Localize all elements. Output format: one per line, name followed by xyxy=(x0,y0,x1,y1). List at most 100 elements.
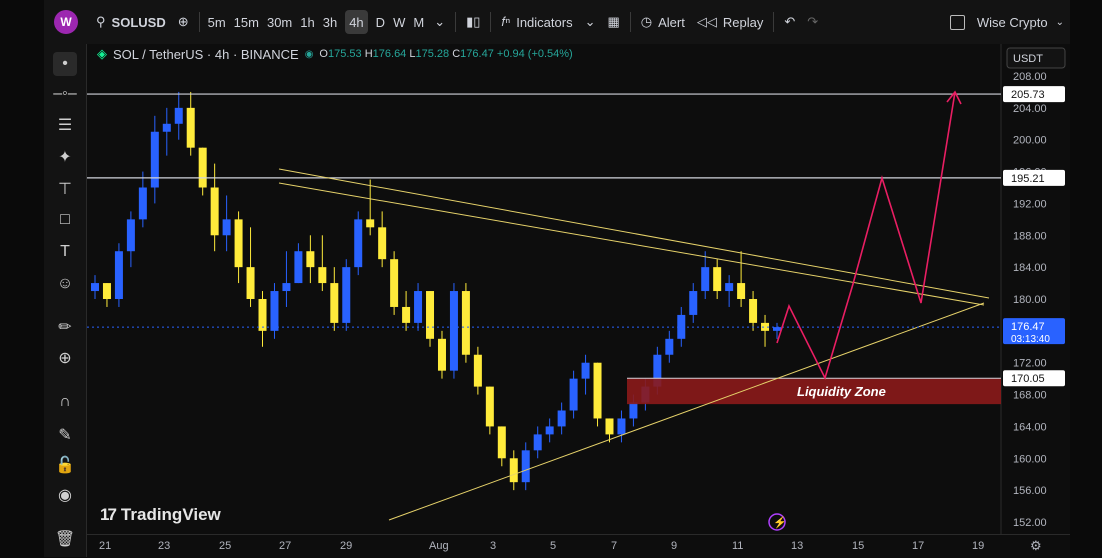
replay-button[interactable]: ◁◁ Replay xyxy=(691,0,769,44)
time-tick-label: 21 xyxy=(99,540,112,552)
interval-30m[interactable]: 30m xyxy=(266,14,293,30)
price-tick-label: 160.00 xyxy=(1013,453,1047,465)
interval-3h[interactable]: 3h xyxy=(322,14,338,30)
time-tick-label: 11 xyxy=(732,540,744,552)
toolbar-divider xyxy=(490,12,492,32)
candle-body xyxy=(366,219,375,228)
indicators-button[interactable]: 𝑓ⁿ Indicators xyxy=(495,0,578,44)
current-price-tag xyxy=(1003,318,1065,345)
level-price-tag xyxy=(1003,169,1065,186)
candle-body xyxy=(677,314,686,339)
lightning-glyph: ⚡ xyxy=(773,516,787,529)
brand-label: TradingView xyxy=(120,505,221,524)
alert-button[interactable]: ◷ Alert xyxy=(635,0,691,44)
settings-gear-icon[interactable]: ⚙ xyxy=(1030,538,1042,553)
zoom-in-icon[interactable]: ⊕ xyxy=(58,350,72,367)
candle-body xyxy=(330,283,339,323)
price-tick-label: 188.00 xyxy=(1013,230,1047,242)
account-menu[interactable]: Wise Crypto ⌄ xyxy=(971,0,1070,44)
lock-icon[interactable]: 🔓 xyxy=(55,457,75,474)
trend-line-icon[interactable]: –◦– xyxy=(53,85,77,102)
time-tick-label: 13 xyxy=(791,540,804,552)
chart-legend: ◈ SOL / TetherUS · 4h · BINANCE ◉ O175.5… xyxy=(97,46,573,62)
templates-dropdown-icon[interactable]: ⌄ xyxy=(584,14,596,29)
shape-rectangle-icon[interactable]: □ xyxy=(60,211,70,228)
layout-checkbox-icon[interactable] xyxy=(944,0,971,44)
candle-body xyxy=(437,338,446,371)
chart-type-icon[interactable]: ▮▯ xyxy=(466,14,481,29)
candle-body xyxy=(701,267,710,292)
candle-body xyxy=(581,362,590,379)
ohlc-low-label: L xyxy=(409,48,416,60)
candle-body xyxy=(473,354,482,387)
fib-retracement-icon[interactable]: ☰ xyxy=(57,117,73,134)
toolbar-divider xyxy=(629,12,631,32)
ohlc-open: 175.53 xyxy=(327,48,362,60)
time-tick-label: 25 xyxy=(219,540,232,552)
time-axis[interactable]: 21 23 25 27 29 Aug 3 5 7 9 11 13 15 17 19 ⚙ xyxy=(87,534,1070,558)
eye-icon[interactable]: ◉ xyxy=(58,487,72,504)
candle-body xyxy=(402,306,411,323)
price-chart[interactable]: USDT 152.00 156.00 160.00 164.00 168.00 172.00… xyxy=(87,44,1070,534)
candle-body xyxy=(449,291,458,371)
interval-w[interactable]: W xyxy=(393,14,406,30)
countdown-label: 03:13:40 xyxy=(1011,334,1050,345)
interval-dropdown-icon[interactable]: ⌄ xyxy=(434,14,446,29)
layout-grid-icon[interactable]: ▦ xyxy=(607,14,620,29)
drawing-toolbar: • –◦– ☰ ✦ ⊤ □ T ☺ ✏ ⊕ ∩ ✎ 🔓 ◉ 🗑 xyxy=(44,44,87,557)
currency-button xyxy=(1006,47,1066,69)
upper-trendline-inner xyxy=(278,182,985,306)
candle-body xyxy=(773,327,781,331)
magnet-icon[interactable]: ∩ xyxy=(59,393,71,410)
interval-5m[interactable]: 5m xyxy=(207,14,226,30)
price-tick-label: 180.00 xyxy=(1013,294,1047,306)
time-tick-label: 7 xyxy=(611,540,618,552)
text-tool-icon[interactable]: T xyxy=(60,243,70,260)
level-price-label: 170.05 xyxy=(1011,373,1045,385)
interval-15m[interactable]: 15m xyxy=(233,14,259,30)
chart-pane[interactable]: USDT 152.00 156.00 160.00 164.00 168.00 172.00… xyxy=(87,44,1070,534)
trash-icon[interactable]: 🗑 xyxy=(54,531,76,548)
replay-label: Replay xyxy=(722,14,764,30)
interval-d[interactable]: D xyxy=(375,14,386,30)
price-tick-label: 168.00 xyxy=(1013,390,1047,402)
search-icon: ⚲ xyxy=(96,14,106,29)
interval-m[interactable]: M xyxy=(413,14,425,30)
pattern-icon[interactable]: ✦ xyxy=(58,149,72,166)
smiley-icon[interactable]: ☺ xyxy=(56,275,74,292)
profile-logo-icon[interactable]: W xyxy=(54,10,78,34)
price-tick-label: 208.00 xyxy=(1013,71,1047,83)
outer-left-panel xyxy=(0,0,44,557)
lightning-icon xyxy=(768,513,786,531)
redo-icon[interactable]: ↷ xyxy=(807,14,819,29)
symbol-icon: ◈ xyxy=(97,46,107,61)
cursor-icon[interactable]: • xyxy=(53,52,77,76)
interval-1h[interactable]: 1h xyxy=(300,14,315,30)
candle-body xyxy=(617,418,626,435)
candle-body xyxy=(270,291,279,331)
undo-icon[interactable]: ↶ xyxy=(784,14,796,29)
symbol-search[interactable]: ⚲ SOLUSD xyxy=(90,0,172,44)
legend-title: SOL / TetherUS · 4h · BINANCE xyxy=(113,46,299,62)
candle-body xyxy=(569,378,578,411)
ohlc-high: 176.64 xyxy=(372,48,407,60)
time-tick-label: Aug xyxy=(429,540,449,552)
forecast-icon[interactable]: ⊤ xyxy=(58,181,72,198)
pencil-lock-icon[interactable]: ✎ xyxy=(58,427,72,444)
symbol-label: SOLUSD xyxy=(111,14,166,30)
candle-body xyxy=(653,354,662,387)
interval-4h[interactable]: 4h xyxy=(341,0,371,44)
compare-add-icon[interactable]: ⊕ xyxy=(177,14,189,29)
indicators-label: Indicators xyxy=(516,14,573,30)
projection-arrowhead xyxy=(946,90,962,105)
candle-body xyxy=(354,219,363,268)
ruler-icon[interactable]: ✏ xyxy=(58,319,72,336)
candle-body xyxy=(485,386,494,427)
level-price-tag xyxy=(1003,370,1065,387)
level-price-label: 195.21 xyxy=(1011,173,1045,185)
tradingview-brand: 17 TradingView xyxy=(100,505,221,525)
candle-body xyxy=(665,338,674,355)
price-tick-label: 200.00 xyxy=(1013,135,1047,147)
ohlc-close: 176.47 xyxy=(460,48,494,60)
ohlc-close-label: C xyxy=(452,48,461,60)
